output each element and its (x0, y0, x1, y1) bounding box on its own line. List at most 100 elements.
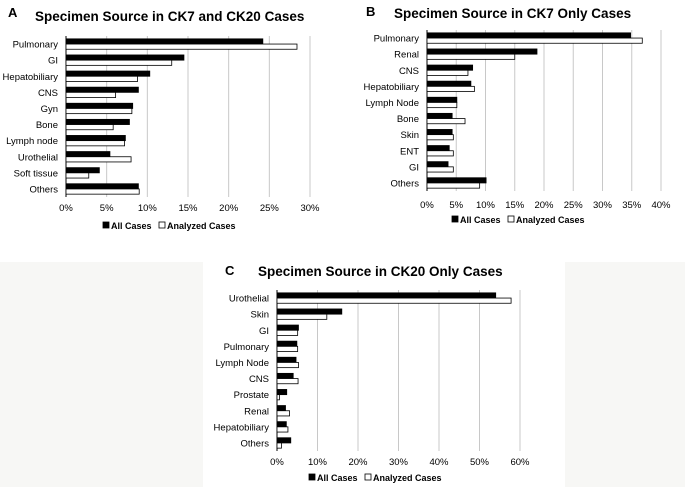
bar-all-cases (65, 183, 139, 190)
bar-all-cases (426, 145, 450, 152)
bar-all-cases (65, 38, 264, 45)
bar-analyzed-cases (65, 124, 114, 131)
x-tick-label: 0% (270, 457, 284, 468)
bar-analyzed-cases (426, 134, 454, 141)
bar-analyzed-cases (426, 150, 454, 157)
category-label: CNS (249, 374, 269, 385)
x-tick-label: 25% (564, 200, 584, 211)
bar-analyzed-cases (65, 43, 298, 50)
category-label: CNS (399, 66, 419, 77)
bar-all-cases (65, 151, 111, 158)
chart-title-a: Specimen Source in CK7 and CK20 Cases (35, 9, 305, 24)
legend-label: All Cases (460, 215, 501, 225)
x-tick-label: 25% (260, 203, 280, 214)
category-label: Lymph node (6, 136, 58, 147)
legend-swatch (507, 215, 515, 223)
bar-all-cases (276, 324, 299, 331)
x-tick-label: 40% (651, 200, 671, 211)
bar-all-cases (65, 118, 130, 125)
chart-title-b: Specimen Source in CK7 Only Cases (394, 6, 632, 21)
bar-all-cases (426, 48, 538, 55)
bar-analyzed-cases (426, 53, 516, 60)
x-tick-label: 50% (470, 457, 490, 468)
bar-analyzed-cases (65, 75, 138, 82)
bar-analyzed-cases (276, 345, 299, 352)
chart-title-c: Specimen Source in CK20 Only Cases (258, 264, 503, 279)
category-label: Urothelial (18, 152, 58, 163)
legend-label: Analyzed Cases (167, 221, 236, 231)
legend-swatch (364, 473, 372, 481)
bar-analyzed-cases (426, 69, 469, 76)
x-tick-label: 35% (622, 200, 642, 211)
bar-all-cases (276, 405, 286, 412)
bar-analyzed-cases (65, 140, 125, 147)
bar-all-cases (426, 112, 453, 119)
bar-analyzed-cases (276, 426, 289, 433)
bar-chart-c: 0% 10% 20% 30% 40% 50% 60% Urothelial Skin GI Pulm… (214, 290, 530, 483)
category-label: Soft tissue (14, 168, 58, 179)
category-label: Skin (251, 310, 269, 321)
bar-analyzed-cases (276, 394, 280, 401)
bar-analyzed-cases (276, 378, 299, 385)
category-label: Hepatobiliary (364, 82, 420, 93)
bar-analyzed-cases (276, 442, 282, 449)
category-label: Bone (36, 120, 58, 131)
category-label: Prostate (234, 390, 269, 401)
x-tick-label: 20% (219, 203, 239, 214)
bar-analyzed-cases (276, 362, 299, 369)
bar-analyzed-cases (65, 91, 117, 98)
chart-panel-c: C Specimen Source in CK20 Only Cases 0% 1… (203, 255, 563, 487)
bar-all-cases (65, 70, 151, 77)
x-tick-label: 10% (138, 203, 158, 214)
bar-chart-b: 0% 5% 10% 15% 20% 25% 30% 35% 40% Pulmonary Renal C… (364, 30, 671, 225)
bar-analyzed-cases (426, 182, 481, 189)
category-label: Hepatobiliary (3, 72, 59, 83)
legend-label: Analyzed Cases (516, 215, 585, 225)
category-label: Skin (401, 130, 419, 141)
bar-all-cases (426, 96, 458, 103)
bar-all-cases (276, 421, 287, 428)
x-tick-label: 10% (476, 200, 496, 211)
category-label: Pulmonary (224, 342, 270, 353)
category-label: Pulmonary (374, 34, 420, 45)
x-tick-label: 60% (510, 457, 530, 468)
bar-analyzed-cases (426, 85, 475, 92)
bar-all-cases (276, 437, 292, 444)
x-tick-label: 40% (429, 457, 449, 468)
x-tick-label: 20% (534, 200, 554, 211)
x-tick-label: 5% (449, 200, 463, 211)
x-tick-label: 30% (593, 200, 613, 211)
bar-all-cases (426, 80, 472, 87)
legend-label: Analyzed Cases (373, 473, 442, 483)
legend-swatch (308, 473, 316, 481)
category-label: Gyn (41, 104, 58, 115)
bar-all-cases (276, 356, 297, 363)
bar-all-cases (426, 129, 453, 136)
background-shade-left (0, 262, 203, 487)
bar-analyzed-cases (276, 329, 299, 336)
category-label: Lymph Node (215, 358, 269, 369)
legend-swatch (158, 221, 166, 229)
chart-panel-a: A Specimen Source in CK7 and CK20 Cases … (0, 0, 345, 240)
legend-swatch (451, 215, 459, 223)
panel-label-c: C (225, 263, 235, 278)
bar-all-cases (65, 54, 185, 61)
panel-label-b: B (366, 4, 376, 19)
bar-all-cases (65, 135, 126, 142)
bar-all-cases (276, 389, 288, 396)
category-label: Renal (244, 406, 269, 417)
x-tick-label: 5% (100, 203, 114, 214)
bar-all-cases (426, 161, 449, 168)
bar-analyzed-cases (276, 313, 328, 320)
background-shade-right (565, 262, 685, 487)
legend-swatch (102, 221, 110, 229)
bar-all-cases (426, 32, 631, 39)
category-label: Urothelial (229, 294, 269, 305)
bar-all-cases (65, 102, 134, 109)
bar-all-cases (426, 64, 474, 71)
legend-label: All Cases (317, 473, 358, 483)
bar-all-cases (65, 167, 100, 174)
category-label: GI (48, 56, 58, 67)
bar-analyzed-cases (65, 59, 173, 66)
bar-analyzed-cases (65, 172, 90, 179)
